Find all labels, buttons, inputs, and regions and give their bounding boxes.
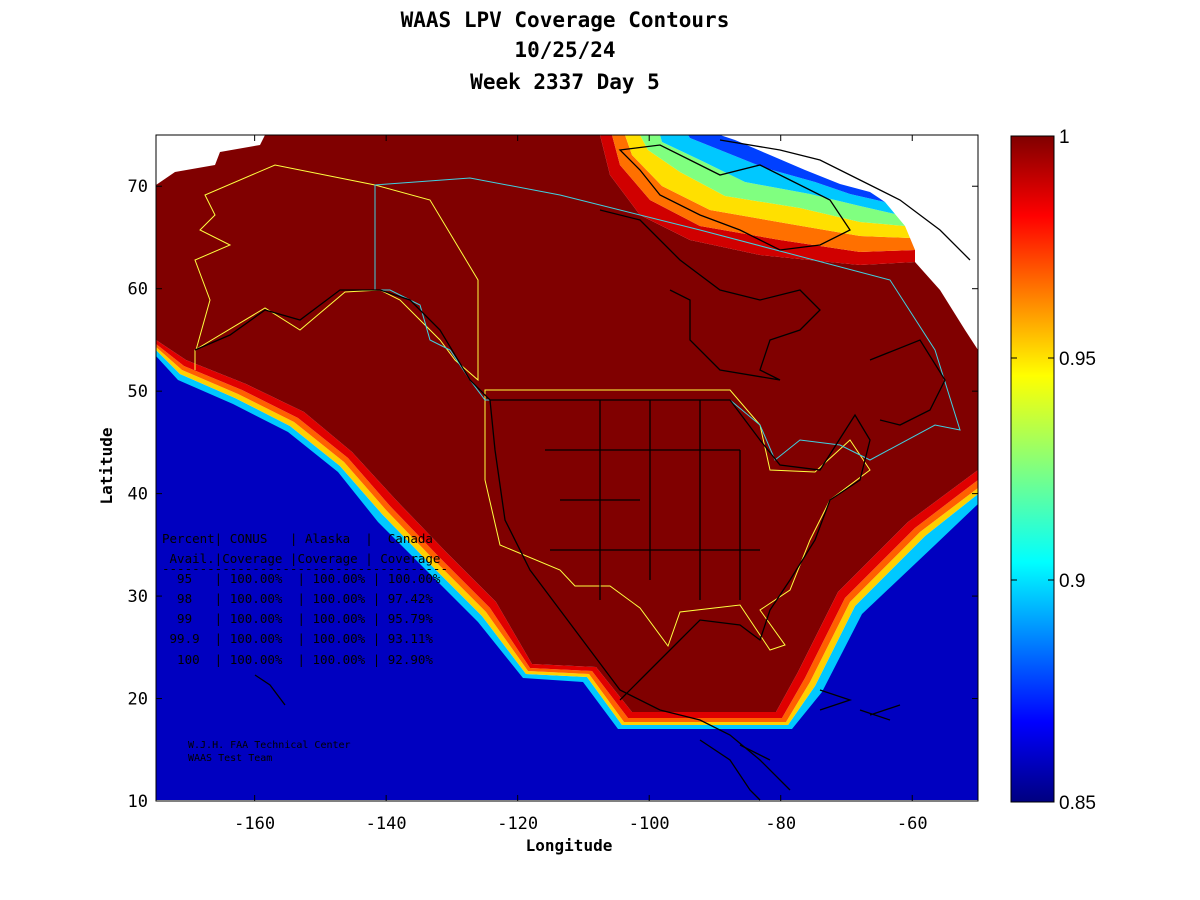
canada-boundary bbox=[374, 177, 961, 461]
credit-line-1: W.J.H. FAA Technical Center bbox=[188, 740, 351, 751]
x-axis-label: Longitude bbox=[526, 836, 613, 855]
x-axis: -160 -140 -120 -100 -80 -60 bbox=[234, 135, 928, 834]
plot-frame bbox=[155, 134, 979, 802]
y-axis-label: Latitude bbox=[97, 427, 116, 504]
chart-week-day: Week 2337 Day 5 bbox=[470, 70, 660, 94]
table-row: 99 | 100.00% | 100.00% | 95.79% bbox=[162, 611, 433, 626]
north-band-yellow bbox=[625, 135, 910, 238]
table-row: 98 | 100.00% | 100.00% | 97.42% bbox=[162, 591, 433, 606]
colorbar-tick-label: 0.85 bbox=[1059, 793, 1096, 814]
table-header-2: Avail.|Coverage |Coverage | Coverage bbox=[162, 551, 440, 566]
x-tick-label: -100 bbox=[629, 814, 670, 834]
table-divider: -------------------------------------- bbox=[162, 561, 448, 576]
x-tick-label: -160 bbox=[234, 814, 275, 834]
y-tick-label: 20 bbox=[128, 690, 148, 710]
table-row: 95 | 100.00% | 100.00% | 100.00% bbox=[162, 571, 441, 586]
x-tick-label: -60 bbox=[897, 814, 928, 834]
colorbar bbox=[1010, 135, 1055, 803]
coverage-table: Percent| CONUS | Alaska | Canada Avail.|… bbox=[162, 531, 448, 667]
y-tick-label: 10 bbox=[128, 792, 148, 812]
table-row: 100 | 100.00% | 100.00% | 92.90% bbox=[162, 652, 433, 667]
north-band-green bbox=[640, 135, 905, 226]
contour-band-blue bbox=[156, 352, 978, 800]
coverage-contours bbox=[156, 135, 978, 801]
chart-title: WAAS LPV Coverage Contours bbox=[400, 8, 730, 32]
y-tick-label: 70 bbox=[128, 177, 148, 197]
colorbar-tick-label: 0.95 bbox=[1059, 349, 1096, 370]
coverage-core bbox=[156, 135, 978, 712]
table-header-1: Percent| CONUS | Alaska | Canada bbox=[162, 531, 433, 546]
y-tick-label: 30 bbox=[128, 587, 148, 607]
y-axis: 10 20 30 40 50 60 70 bbox=[128, 177, 978, 812]
y-tick-label: 50 bbox=[128, 382, 148, 402]
colorbar-tick-label: 1 bbox=[1059, 127, 1070, 148]
y-tick-label: 40 bbox=[128, 485, 148, 505]
credit-line-2: WAAS Test Team bbox=[188, 753, 272, 764]
north-band-orange bbox=[612, 135, 915, 252]
north-band-blue bbox=[688, 135, 885, 202]
x-tick-label: -120 bbox=[497, 814, 538, 834]
colorbar-tick-label: 0.9 bbox=[1059, 571, 1085, 592]
coastlines bbox=[194, 139, 971, 801]
north-band-cyan bbox=[660, 135, 895, 214]
north-band-red bbox=[600, 135, 915, 265]
x-tick-label: -80 bbox=[765, 814, 796, 834]
alaska-boundary bbox=[194, 164, 479, 382]
chart-date: 10/25/24 bbox=[514, 38, 616, 62]
colorbar-ticks: 1 0.95 0.9 0.85 bbox=[1011, 127, 1096, 814]
x-tick-label: -140 bbox=[366, 814, 407, 834]
table-row: 99.9 | 100.00% | 100.00% | 93.11% bbox=[162, 631, 433, 646]
y-tick-label: 60 bbox=[128, 280, 148, 300]
conus-boundary bbox=[484, 389, 871, 651]
